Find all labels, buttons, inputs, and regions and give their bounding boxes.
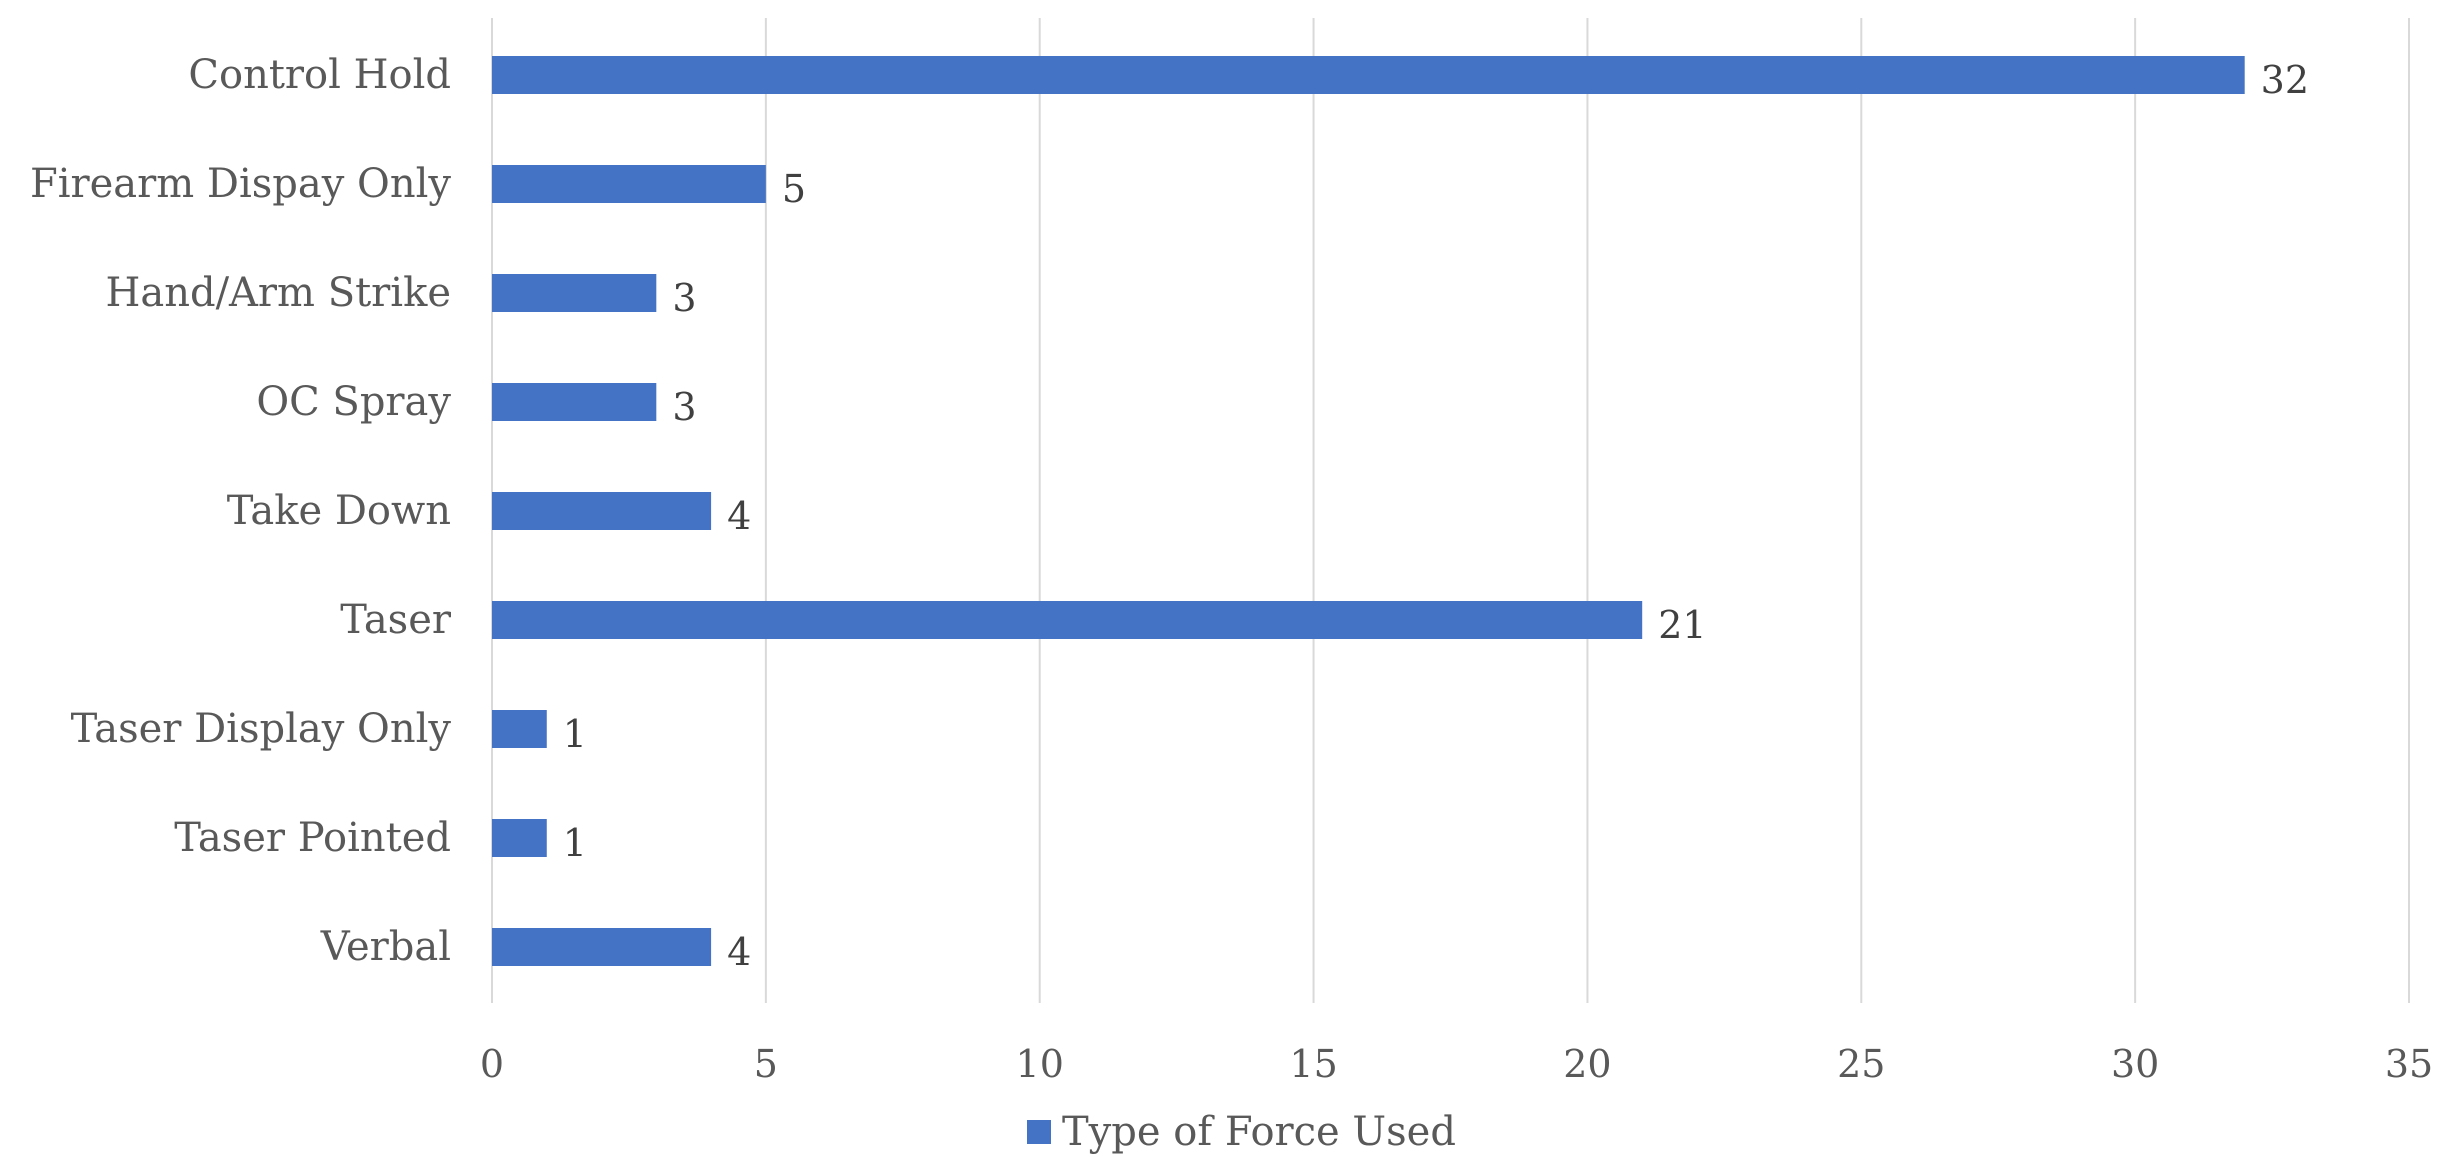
x-tick-label: 0 (480, 1042, 504, 1086)
bar (492, 601, 1643, 639)
data-label: 3 (672, 385, 696, 429)
data-label: 5 (782, 167, 806, 211)
category-label: Control Hold (188, 52, 451, 98)
data-label: 4 (727, 494, 751, 538)
bar (492, 819, 547, 857)
category-label: Take Down (227, 488, 451, 534)
legend-label: Type of Force Used (1062, 1109, 1456, 1155)
x-tick-label: 5 (754, 1042, 778, 1086)
legend-swatch (1027, 1120, 1051, 1144)
bar (492, 165, 766, 203)
bar (492, 56, 2245, 94)
bar (492, 383, 657, 421)
category-label: OC Spray (256, 379, 451, 425)
bar (492, 492, 712, 530)
legend: Type of Force Used (1027, 1109, 1456, 1155)
data-label: 4 (727, 930, 751, 974)
x-tick-label: 25 (1837, 1042, 1885, 1086)
data-label: 32 (2261, 58, 2309, 102)
data-label: 3 (672, 276, 696, 320)
category-label: Hand/Arm Strike (105, 270, 451, 316)
category-label: Taser Pointed (174, 815, 451, 861)
category-label: Taser (340, 597, 452, 643)
bars (492, 56, 2245, 966)
x-tick-label: 15 (1289, 1042, 1337, 1086)
gridlines (491, 18, 2410, 1003)
data-label: 1 (563, 821, 587, 865)
category-label: Taser Display Only (71, 706, 452, 752)
bar (492, 928, 712, 966)
x-tick-label: 20 (1563, 1042, 1611, 1086)
x-tick-label: 30 (2111, 1042, 2159, 1086)
data-labels: 32 5 3 3 4 21 1 1 4 (563, 58, 2309, 974)
data-label: 1 (563, 712, 587, 756)
bar (492, 274, 657, 312)
category-label: Firearm Dispay Only (30, 161, 451, 207)
category-labels: Control Hold Firearm Dispay Only Hand/Arm … (30, 52, 452, 970)
x-tick-label: 10 (1016, 1042, 1064, 1086)
category-label: Verbal (320, 924, 451, 970)
x-tick-label: 35 (2385, 1042, 2433, 1086)
x-axis-tick-labels: 0 5 10 15 20 25 30 35 (480, 1042, 2433, 1086)
bar (492, 710, 547, 748)
data-label: 21 (1658, 603, 1706, 647)
